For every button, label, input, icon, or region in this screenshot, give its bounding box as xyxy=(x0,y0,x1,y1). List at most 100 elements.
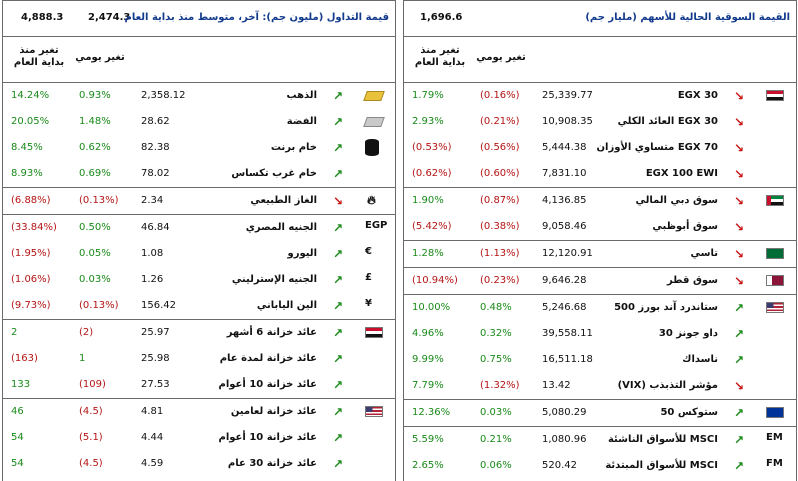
instrument-name: الغاز الطبيعي xyxy=(250,195,317,206)
eu-flag-icon xyxy=(766,407,784,418)
table-row[interactable]: (33.84%) 0.50% 46.84 الجنيه المصري ↗ EGP xyxy=(3,214,395,241)
table-row[interactable]: 12.36% 0.03% 5,080.29 ستوكس 50 ↗ xyxy=(404,399,796,426)
instrument-name: تاسي xyxy=(690,248,718,259)
price: 25,339.77 xyxy=(542,90,593,101)
table-row[interactable]: 1.90% (0.87%) 4,136.85 سوق دبي المالي ↘ xyxy=(404,187,796,214)
table-row[interactable]: (0.62%) (0.60%) 7,831.10 EGX 100 EWI ↘ xyxy=(404,161,796,187)
daily-header: تغير يومي xyxy=(476,52,526,63)
instrument-name: داو جونز 30 xyxy=(658,328,718,339)
table-row[interactable]: 2 (2) 25.97 عائد خزانة 6 أشهر ↗ xyxy=(3,319,395,346)
price: 9,058.46 xyxy=(542,221,587,232)
ytd-change: 9.99% xyxy=(412,354,444,365)
arrow-up-icon: ↗ xyxy=(333,273,344,287)
arrow-up-icon: ↗ xyxy=(333,167,344,181)
price: 82.38 xyxy=(141,142,170,153)
daily-change: 0.06% xyxy=(480,460,512,471)
ytd-change: 7.79% xyxy=(412,380,444,391)
column-headers: تغير منذ بداية العام تغير يومي xyxy=(3,37,395,83)
ytd-change: (33.84%) xyxy=(11,222,57,233)
daily-change: 1.48% xyxy=(79,116,111,127)
arrow-up-icon: ↗ xyxy=(333,141,344,155)
daily-change: 1 xyxy=(79,353,86,364)
instrument-name: EGX 30 العائد الكلي xyxy=(617,116,718,127)
table-row[interactable]: (1.95%) 0.05% 1.08 اليورو ↗ € xyxy=(3,241,395,267)
qatar-flag-icon xyxy=(766,275,784,286)
egp-label: EGP xyxy=(365,220,388,231)
arrow-up-icon: ↗ xyxy=(333,247,344,261)
table-row[interactable]: (5.42%) (0.38%) 9,058.46 سوق أبوظبي ↘ xyxy=(404,214,796,240)
price: 16,511.18 xyxy=(542,354,593,365)
instrument-name: ستوكس 50 xyxy=(660,407,718,418)
table-row[interactable]: 2.93% (0.21%) 10,908.35 EGX 30 العائد الكلي… xyxy=(404,109,796,135)
arrow-down-icon: ↘ xyxy=(734,115,745,129)
table-row[interactable]: 8.93% 0.69% 78.02 خام غرب تكساس ↗ xyxy=(3,161,395,187)
table-row[interactable]: (10.94%) (0.23%) 9,646.28 سوق قطر ↘ xyxy=(404,267,796,294)
instrument-name: ستاندرد آند بورز 500 xyxy=(614,302,718,313)
panel-title: قيمة التداول (مليون جم): آخر، متوسط منذ … xyxy=(124,12,389,23)
price: 4.44 xyxy=(141,432,164,443)
ytd-change: 2 xyxy=(11,327,18,338)
table-row[interactable]: (0.53%) (0.56%) 5,444.38 EGX 70 متساوي الأو… xyxy=(404,135,796,161)
price: 156.42 xyxy=(141,300,176,311)
ytd-change: 46 xyxy=(11,406,24,417)
table-row[interactable]: 54 (5.1) 4.44 عائد خزانة 10 أعوام ↗ xyxy=(3,425,395,451)
ytd-change: 12.36% xyxy=(412,407,451,418)
daily-change: 0.69% xyxy=(79,168,111,179)
arrow-up-icon: ↗ xyxy=(333,299,344,313)
arrow-down-icon: ↘ xyxy=(734,379,745,393)
price: 39,558.11 xyxy=(542,328,593,339)
daily-change: (0.13%) xyxy=(79,300,119,311)
table-row[interactable]: 8.45% 0.62% 82.38 خام برنت ↗ xyxy=(3,135,395,161)
table-row[interactable]: 7.79% (1.32%) 13.42 مؤشر التذبذب (VIX) ↘ xyxy=(404,373,796,399)
price: 7,831.10 xyxy=(542,168,587,179)
price: 1,080.96 xyxy=(542,434,587,445)
instrument-name: الين الياباني xyxy=(256,300,317,311)
ytd-change: 20.05% xyxy=(11,116,50,127)
table-row[interactable]: 1.28% (1.13%) 12,120.91 تاسي ↘ xyxy=(404,240,796,267)
avg-value: 4,888.3 xyxy=(21,12,64,23)
ytd-change: (163) xyxy=(11,353,38,364)
ytd-change: 2.93% xyxy=(412,116,444,127)
price: 5,246.68 xyxy=(542,302,587,313)
instrument-name: اليورو xyxy=(287,248,317,259)
em-label: EM xyxy=(766,432,783,443)
ytd-change: 14.24% xyxy=(11,90,50,101)
table-row[interactable]: (163) 1 25.98 عائد خزانة لمدة عام ↗ xyxy=(3,346,395,372)
ytd-change: 1.28% xyxy=(412,248,444,259)
table-row[interactable]: 9.99% 0.75% 16,511.18 ناسداك ↗ xyxy=(404,347,796,373)
arrow-up-icon: ↗ xyxy=(333,221,344,235)
last-value: 2,474.3 xyxy=(88,12,131,23)
table-row[interactable]: 1.79% (0.16%) 25,339.77 EGX 30 ↘ xyxy=(404,83,796,109)
table-row[interactable]: (1.06%) 0.03% 1.26 الجنيه الإسترليني ↗ £ xyxy=(3,267,395,293)
table-row[interactable]: 133 (109) 27.53 عائد خزانة 10 أعوام ↗ xyxy=(3,372,395,398)
table-row[interactable]: 54 (4.5) 4.59 عائد خزانة 30 عام ↗ xyxy=(3,451,395,477)
table-row[interactable]: 10.00% 0.48% 5,246.68 ستاندرد آند بورز 500 ↗ xyxy=(404,294,796,321)
daily-change: 0.03% xyxy=(480,407,512,418)
instrument-name: سوق أبوظبي xyxy=(652,221,718,232)
table-row[interactable]: 46 (4.5) 4.81 عائد خزانة لعامين ↗ xyxy=(3,398,395,425)
ytd-change: 1.90% xyxy=(412,195,444,206)
table-row[interactable]: 20.05% 1.48% 28.62 الفضة ↗ xyxy=(3,109,395,135)
arrow-up-icon: ↗ xyxy=(333,457,344,471)
instrument-name: عائد خزانة 10 أعوام xyxy=(218,379,317,390)
arrow-up-icon: ↗ xyxy=(333,115,344,129)
daily-change: (2) xyxy=(79,327,94,338)
price: 9,646.28 xyxy=(542,275,587,286)
price: 1.26 xyxy=(141,274,164,285)
table-row[interactable]: 4.96% 0.32% 39,558.11 داو جونز 30 ↗ xyxy=(404,321,796,347)
price: 46.84 xyxy=(141,222,170,233)
table-row[interactable]: 5.59% 0.21% 1,080.96 MSCI للأسواق الناشئة ↗ E… xyxy=(404,426,796,453)
saudi-flag-icon xyxy=(766,248,784,259)
table-row[interactable]: 2.65% 0.06% 520.42 MSCI للأسواق المبتدئة ↗ FM xyxy=(404,453,796,479)
table-row[interactable]: (6.88%) (0.13%) 2.34 الغاز الطبيعي ↘ 🔥︎ xyxy=(3,187,395,214)
table-row[interactable]: 14.24% 0.93% 2,358.12 الذهب ↗ xyxy=(3,83,395,109)
price: 28.62 xyxy=(141,116,170,127)
arrow-up-icon: ↗ xyxy=(734,301,745,315)
price: 2.34 xyxy=(141,195,164,206)
arrow-up-icon: ↗ xyxy=(333,352,344,366)
instrument-name: عائد خزانة لعامين xyxy=(230,406,317,417)
table-row[interactable]: (9.73%) (0.13%) 156.42 الين الياباني ↗ ¥ xyxy=(3,293,395,319)
instrument-name: MSCI للأسواق المبتدئة xyxy=(605,460,718,471)
instrument-name: عائد خزانة 10 أعوام xyxy=(218,432,317,443)
daily-change: 0.05% xyxy=(79,248,111,259)
